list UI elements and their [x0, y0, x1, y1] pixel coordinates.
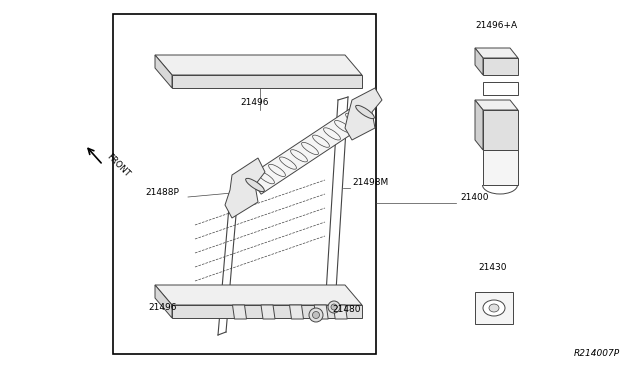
Polygon shape [289, 305, 303, 319]
Polygon shape [314, 305, 328, 319]
Text: 21496: 21496 [148, 303, 177, 312]
Text: 21430: 21430 [478, 263, 506, 272]
Polygon shape [483, 110, 518, 150]
Polygon shape [232, 305, 246, 319]
Circle shape [328, 301, 340, 313]
Polygon shape [249, 103, 371, 194]
Polygon shape [483, 82, 518, 95]
Text: FRONT: FRONT [105, 152, 132, 179]
Polygon shape [261, 305, 275, 319]
Text: 21496+A: 21496+A [475, 21, 517, 30]
Text: 21400: 21400 [460, 193, 488, 202]
Circle shape [309, 308, 323, 322]
Polygon shape [333, 305, 347, 319]
Polygon shape [172, 305, 362, 318]
Text: 21480: 21480 [332, 305, 360, 314]
Polygon shape [345, 88, 382, 140]
Ellipse shape [246, 178, 264, 192]
Ellipse shape [489, 304, 499, 312]
Polygon shape [475, 48, 483, 75]
Text: 21496: 21496 [240, 98, 269, 107]
Polygon shape [155, 55, 172, 88]
Polygon shape [155, 55, 362, 75]
Polygon shape [475, 292, 513, 324]
Circle shape [312, 311, 319, 318]
Polygon shape [475, 48, 518, 58]
Polygon shape [483, 58, 518, 75]
Ellipse shape [483, 300, 505, 316]
Polygon shape [172, 75, 362, 88]
Ellipse shape [356, 105, 374, 119]
Polygon shape [483, 150, 518, 185]
Polygon shape [475, 100, 518, 110]
Polygon shape [475, 100, 483, 150]
Polygon shape [225, 158, 265, 218]
Polygon shape [113, 14, 376, 354]
Polygon shape [155, 285, 172, 318]
Text: 21498M: 21498M [352, 178, 388, 187]
Circle shape [331, 304, 337, 310]
Text: 21488P: 21488P [145, 188, 179, 197]
Polygon shape [155, 285, 362, 305]
Text: R214007P: R214007P [574, 349, 620, 358]
